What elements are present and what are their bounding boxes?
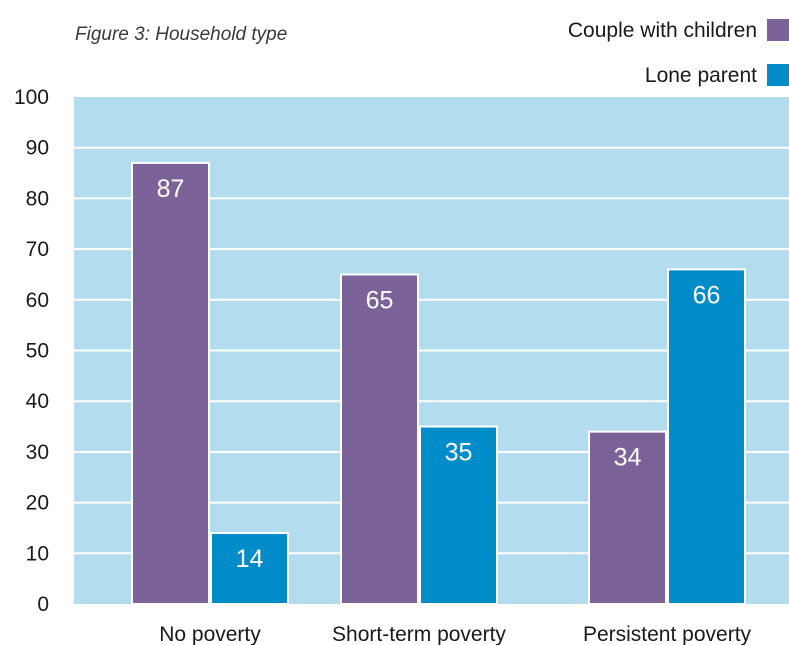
y-tick-label-20: 20 xyxy=(26,492,49,515)
bar-couple-with-children-short-term-poverty xyxy=(340,273,419,605)
y-tick-label-70: 70 xyxy=(26,238,49,261)
legend-label-lone-parent: Lone parent xyxy=(645,64,757,87)
y-tick-label-40: 40 xyxy=(26,390,49,413)
bar-lone-parent-persistent-poverty xyxy=(667,268,746,605)
legend-label-couple-with-children: Couple with children xyxy=(568,19,757,42)
x-tick-label-short-term-poverty: Short-term poverty xyxy=(332,623,506,645)
data-label-lone-parent-persistent-poverty: 66 xyxy=(693,281,721,309)
y-tick-label-30: 30 xyxy=(26,441,49,464)
y-tick-label-60: 60 xyxy=(26,289,49,312)
y-tick-label-100: 100 xyxy=(14,86,49,109)
bar-lone-parent-short-term-poverty xyxy=(419,425,498,605)
bar-couple-with-children-no-poverty xyxy=(131,161,210,605)
data-label-couple-with-children-short-term-poverty: 65 xyxy=(366,286,394,314)
y-tick-label-0: 0 xyxy=(37,593,49,616)
y-tick-label-80: 80 xyxy=(26,187,49,210)
bars: 87 14 65 35 34 66 xyxy=(131,161,746,606)
y-tick-label-10: 10 xyxy=(26,542,49,565)
data-label-couple-with-children-persistent-poverty: 34 xyxy=(614,444,642,472)
y-tick-label-50: 50 xyxy=(26,340,49,363)
data-label-couple-with-children-no-poverty: 87 xyxy=(157,175,185,203)
x-tick-label-no-poverty: No poverty xyxy=(159,623,261,645)
legend-swatch-couple-with-children xyxy=(767,19,789,41)
data-label-lone-parent-no-poverty: 14 xyxy=(236,545,264,573)
x-axis: No poverty Short-term poverty Persistent p… xyxy=(159,623,751,645)
legend-swatch-lone-parent xyxy=(767,64,789,86)
bar-couple-with-children-persistent-poverty xyxy=(588,430,667,605)
bar-lone-parent-no-poverty xyxy=(210,532,289,606)
y-axis: 0 10 20 30 40 50 60 70 80 90 100 xyxy=(14,86,49,616)
data-label-lone-parent-short-term-poverty: 35 xyxy=(445,439,473,467)
y-tick-label-90: 90 xyxy=(26,137,49,160)
chart-title: Figure 3: Household type xyxy=(75,24,287,45)
x-tick-label-persistent-poverty: Persistent poverty xyxy=(583,623,752,645)
chart-legend: Couple with children Lone parent xyxy=(568,19,789,87)
